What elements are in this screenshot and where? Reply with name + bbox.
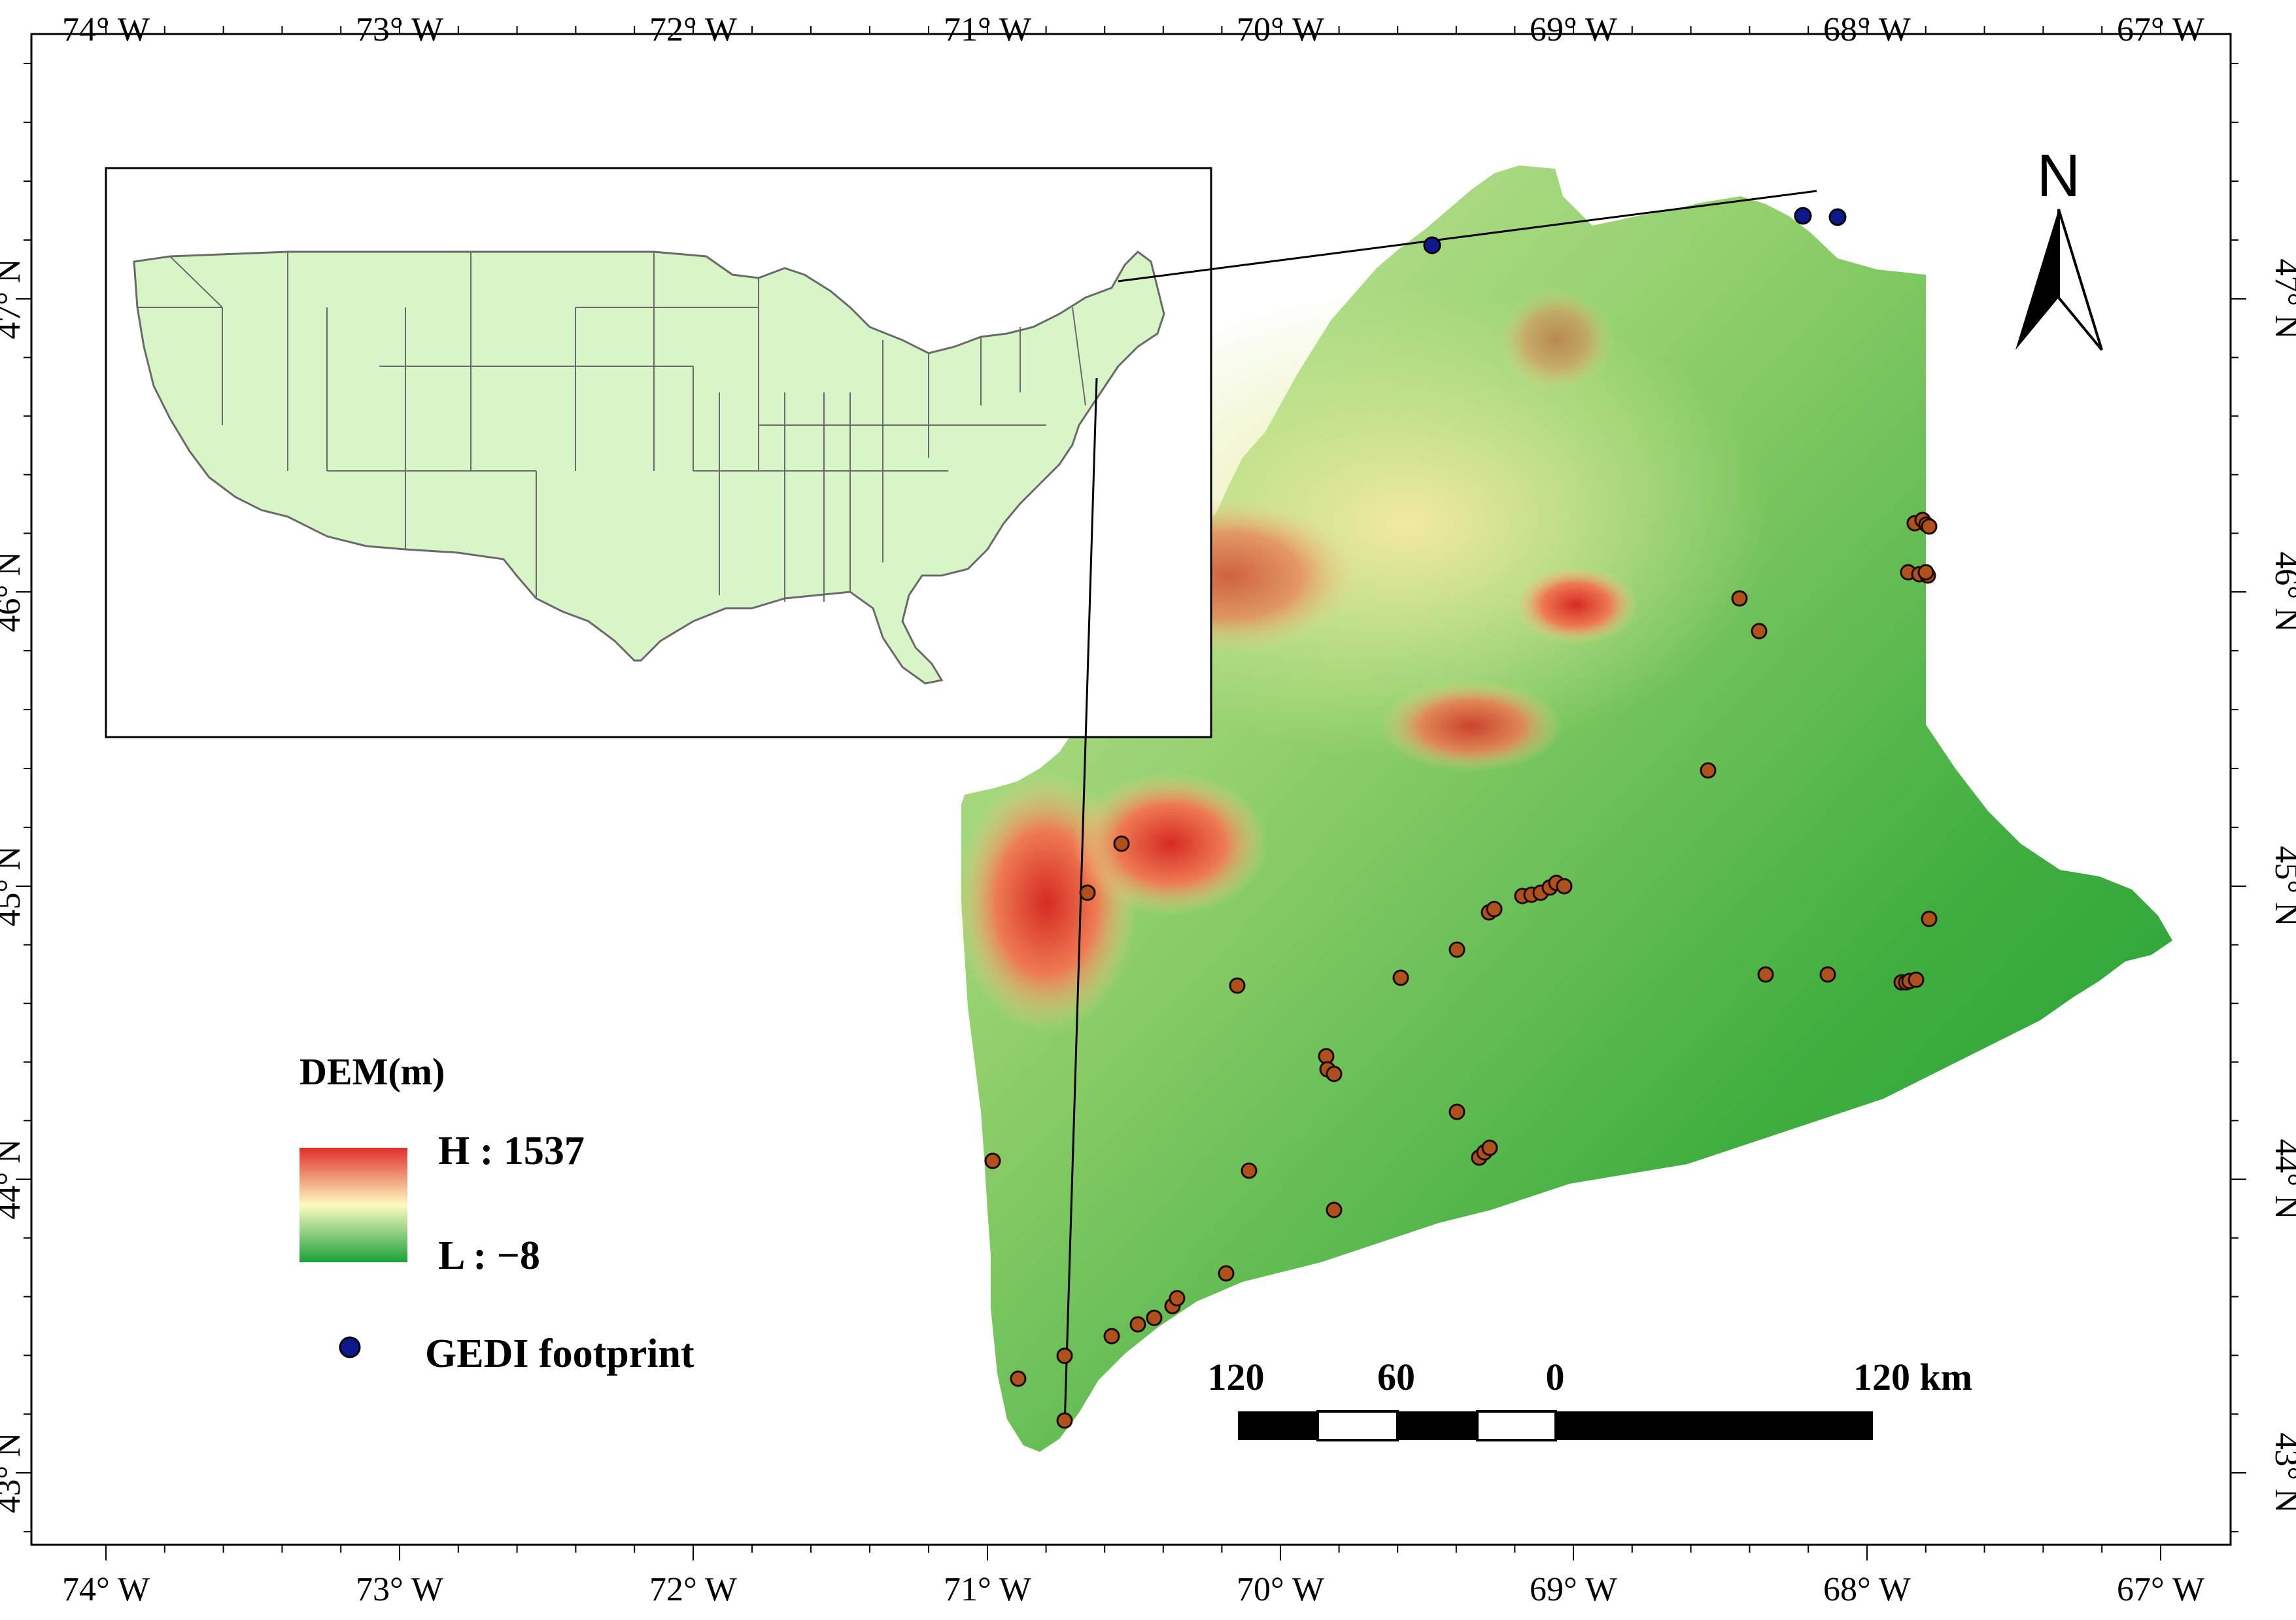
site-dot [1921,910,1938,927]
latitude-label-left: 45° N [0,846,27,926]
site-dot [1751,623,1768,640]
scale-segment-4 [1476,1410,1557,1441]
longitude-label-top: 69° W [1530,11,1617,48]
longitude-label-top: 71° W [944,11,1031,48]
scale-segment-2 [1316,1410,1399,1441]
site-dot [1169,1290,1186,1307]
north-arrow-label: N [2037,143,2080,209]
site-dot [1056,1412,1073,1429]
legend: DEM(m) H : 1537 L : −8 GEDI footprint [300,1050,694,1376]
site-dot [1146,1309,1163,1326]
latitude-label-right: 46° N [2268,551,2296,632]
scale-label-60: 60 [1377,1356,1415,1398]
western-mountains [1072,772,1269,916]
north-arrow: N [2015,143,2103,351]
site-dot [1556,878,1573,895]
latitude-label-right: 45° N [2268,846,2296,926]
contiguous-us-shape [133,250,1165,685]
site-dot [1486,901,1503,918]
inset-map [105,167,1817,1426]
state-borders [137,252,1086,602]
site-dot [1326,1201,1343,1218]
site-dot [1218,1265,1235,1282]
north-ridge [1498,288,1615,392]
legend-gedi-label: GEDI footprint [425,1332,694,1376]
site-dot [1113,835,1130,852]
latitude-label-right: 43° N [2268,1432,2296,1513]
site-dot [1229,977,1246,994]
site-dot [1326,1065,1343,1082]
site-dot [1079,884,1096,901]
longitude-label-bottom: 74° W [62,1571,150,1608]
longitude-label-top: 67° W [2117,11,2204,48]
latitude-label-right: 47° N [2268,258,2296,339]
longitude-label-top: 68° W [1823,11,1911,48]
site-dot [1241,1162,1258,1179]
site-dot [1917,564,1934,581]
site-dot [984,1152,1001,1169]
site-dot [1757,966,1774,983]
site-dots [984,207,1938,1429]
tick-marks [16,18,2246,1560]
north-arrow-right-half [2057,209,2103,351]
longitude-label-top: 74° W [62,11,150,48]
north-arrow-left-half [2015,209,2059,350]
inset-connector-bottom [1063,377,1098,1426]
tick-labels: 74° W 74° W 73° W 73° W 72° W 72° W 71° W 71° W… [0,11,2296,1608]
gedi-footprint-dot [1794,207,1812,225]
longitude-label-bottom: 67° W [2117,1571,2204,1608]
longitude-label-top: 72° W [649,11,737,48]
central-highlands [1380,680,1563,772]
latitude-label-left: 46° N [0,551,27,632]
scale-segment-3 [1397,1411,1477,1440]
legend-gedi-dot [339,1336,361,1358]
site-dot [1103,1328,1120,1345]
longitude-label-bottom: 72° W [649,1571,737,1608]
maine-dem [955,165,2172,1452]
site-dot [1700,762,1717,779]
gedi-footprint-dot [1423,236,1441,254]
longitude-label-bottom: 68° W [1823,1571,1911,1608]
scale-label-120-left: 120 [1208,1356,1265,1398]
longitude-label-top: 73° W [356,11,443,48]
legend-title: DEM(m) [300,1050,445,1093]
site-dot [1010,1370,1027,1387]
longitude-label-bottom: 73° W [356,1571,443,1608]
site-dot [1392,969,1409,986]
inset-connector-top [1118,190,1817,283]
scale-label-0: 0 [1546,1356,1565,1398]
site-dot [1731,590,1748,607]
site-dot [1056,1347,1073,1364]
longitude-label-bottom: 70° W [1237,1571,1324,1608]
site-dot [1448,1103,1465,1120]
scale-label-120-km: 120 km [1853,1356,1972,1398]
map-frame [30,33,2232,1546]
latitude-label-right: 44° N [2268,1139,2296,1219]
gedi-footprint-dot [1828,208,1847,226]
legend-dem-ramp [300,1148,407,1262]
latitude-label-left: 44° N [0,1139,27,1219]
site-dot [1129,1316,1146,1333]
legend-high-label: H : 1537 [438,1129,585,1173]
site-dot [1908,971,1925,988]
longitude-label-bottom: 69° W [1530,1571,1617,1608]
katahdin-area [1514,566,1638,644]
latitude-label-left: 47° N [0,258,27,339]
site-dot [1819,966,1836,983]
site-dot [1921,518,1938,535]
site-dot [1481,1139,1498,1156]
scale-bar: 120 60 0 120 km [1208,1356,1972,1441]
site-dot [1448,941,1465,958]
latitude-label-left: 43° N [0,1432,27,1513]
scale-segment-5 [1556,1411,1873,1440]
longitude-label-bottom: 71° W [944,1571,1031,1608]
scale-segment-1 [1238,1411,1318,1440]
longitude-label-top: 70° W [1237,11,1324,48]
legend-low-label: L : −8 [438,1233,540,1278]
